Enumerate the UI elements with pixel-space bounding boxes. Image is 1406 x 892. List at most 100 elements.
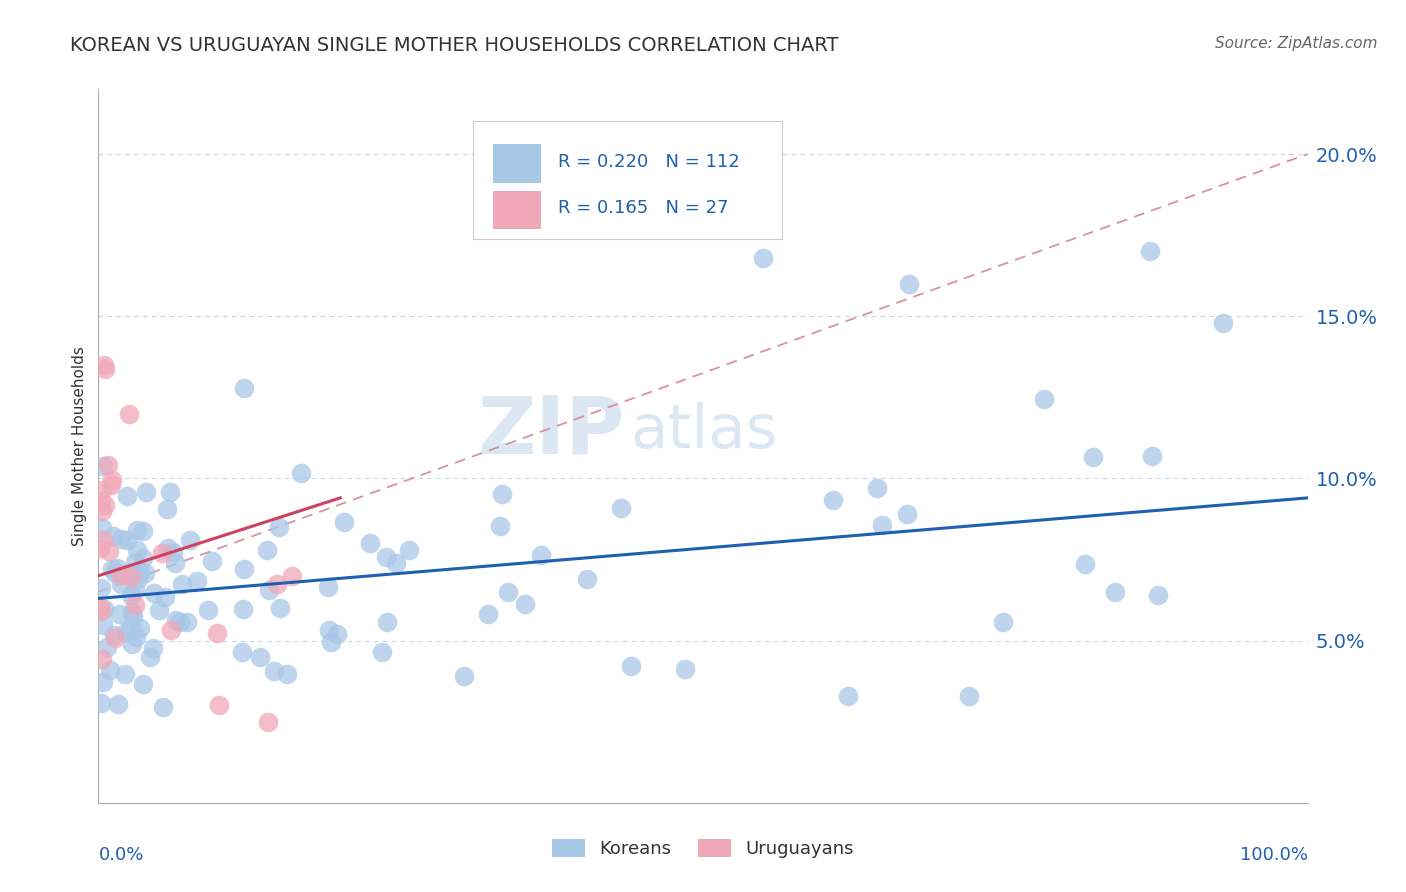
Point <box>125 524 148 538</box>
Point <box>107 697 129 711</box>
Point <box>1104 585 1126 599</box>
Point <box>496 585 519 599</box>
Point <box>957 689 980 703</box>
Point <box>256 714 278 729</box>
Point <box>124 555 146 569</box>
Point <box>127 572 149 586</box>
Point <box>101 528 124 542</box>
Point <box>269 520 291 534</box>
Point <box>1139 244 1161 259</box>
Point <box>318 623 340 637</box>
Point <box>132 550 155 565</box>
Point <box>101 562 124 576</box>
Point <box>90 521 112 535</box>
Point <box>117 489 139 503</box>
Point <box>513 597 536 611</box>
Point <box>118 407 141 421</box>
Point <box>132 524 155 538</box>
Point <box>96 640 118 654</box>
Point <box>152 700 174 714</box>
Point <box>256 543 278 558</box>
Point <box>91 675 114 690</box>
Point <box>142 641 165 656</box>
Point <box>333 516 356 530</box>
Point <box>208 698 231 713</box>
Point <box>120 570 142 584</box>
Point <box>866 481 889 495</box>
Point <box>207 626 229 640</box>
Point <box>114 667 136 681</box>
FancyBboxPatch shape <box>492 191 541 229</box>
Point <box>115 625 138 640</box>
Point <box>91 483 114 498</box>
Point <box>176 615 198 629</box>
Point <box>897 277 920 291</box>
Point <box>90 581 112 595</box>
Point <box>115 567 138 582</box>
Point <box>232 381 254 395</box>
Y-axis label: Single Mother Households: Single Mother Households <box>72 346 87 546</box>
Point <box>120 620 142 634</box>
Point <box>232 602 254 616</box>
Text: atlas: atlas <box>630 402 778 461</box>
Point <box>610 500 633 515</box>
Point <box>179 533 201 547</box>
Point <box>837 689 859 703</box>
FancyBboxPatch shape <box>474 121 782 239</box>
Point <box>673 663 696 677</box>
Point <box>125 542 148 557</box>
Point <box>135 485 157 500</box>
Point <box>186 574 208 588</box>
Point <box>148 603 170 617</box>
Point <box>100 663 122 677</box>
Text: 100.0%: 100.0% <box>1240 846 1308 863</box>
Point <box>104 631 127 645</box>
Point <box>489 519 512 533</box>
Point <box>1140 449 1163 463</box>
Point <box>821 493 844 508</box>
Point <box>375 615 398 629</box>
Point <box>281 568 304 582</box>
Point <box>124 583 146 598</box>
Point <box>93 358 115 372</box>
Point <box>321 634 343 648</box>
Point <box>110 567 132 582</box>
Point <box>165 556 187 570</box>
Point <box>93 602 115 616</box>
Point <box>159 485 181 500</box>
Point <box>121 605 143 619</box>
FancyBboxPatch shape <box>492 145 541 183</box>
Point <box>249 650 271 665</box>
Point <box>90 493 112 508</box>
Point <box>991 615 1014 629</box>
Point <box>231 645 253 659</box>
Point <box>132 677 155 691</box>
Point <box>1033 392 1056 407</box>
Point <box>91 651 114 665</box>
Point <box>257 582 280 597</box>
Text: ZIP: ZIP <box>477 392 624 471</box>
Point <box>1147 587 1170 601</box>
Point <box>121 637 143 651</box>
Point <box>318 580 340 594</box>
Point <box>129 621 152 635</box>
Point <box>124 630 146 644</box>
Point <box>90 604 112 618</box>
Point <box>89 541 111 556</box>
Point <box>530 548 553 562</box>
Point <box>576 572 599 586</box>
Point <box>89 600 111 615</box>
Point <box>1212 316 1234 330</box>
Point <box>110 533 132 547</box>
Point <box>266 577 288 591</box>
Point <box>124 598 146 612</box>
Point <box>156 502 179 516</box>
Text: R = 0.220   N = 112: R = 0.220 N = 112 <box>558 153 740 171</box>
Text: R = 0.165   N = 27: R = 0.165 N = 27 <box>558 200 728 218</box>
Point <box>108 607 131 621</box>
Point <box>139 650 162 665</box>
Point <box>477 607 499 621</box>
Point <box>105 561 128 575</box>
Point <box>90 696 112 710</box>
Point <box>269 601 291 615</box>
